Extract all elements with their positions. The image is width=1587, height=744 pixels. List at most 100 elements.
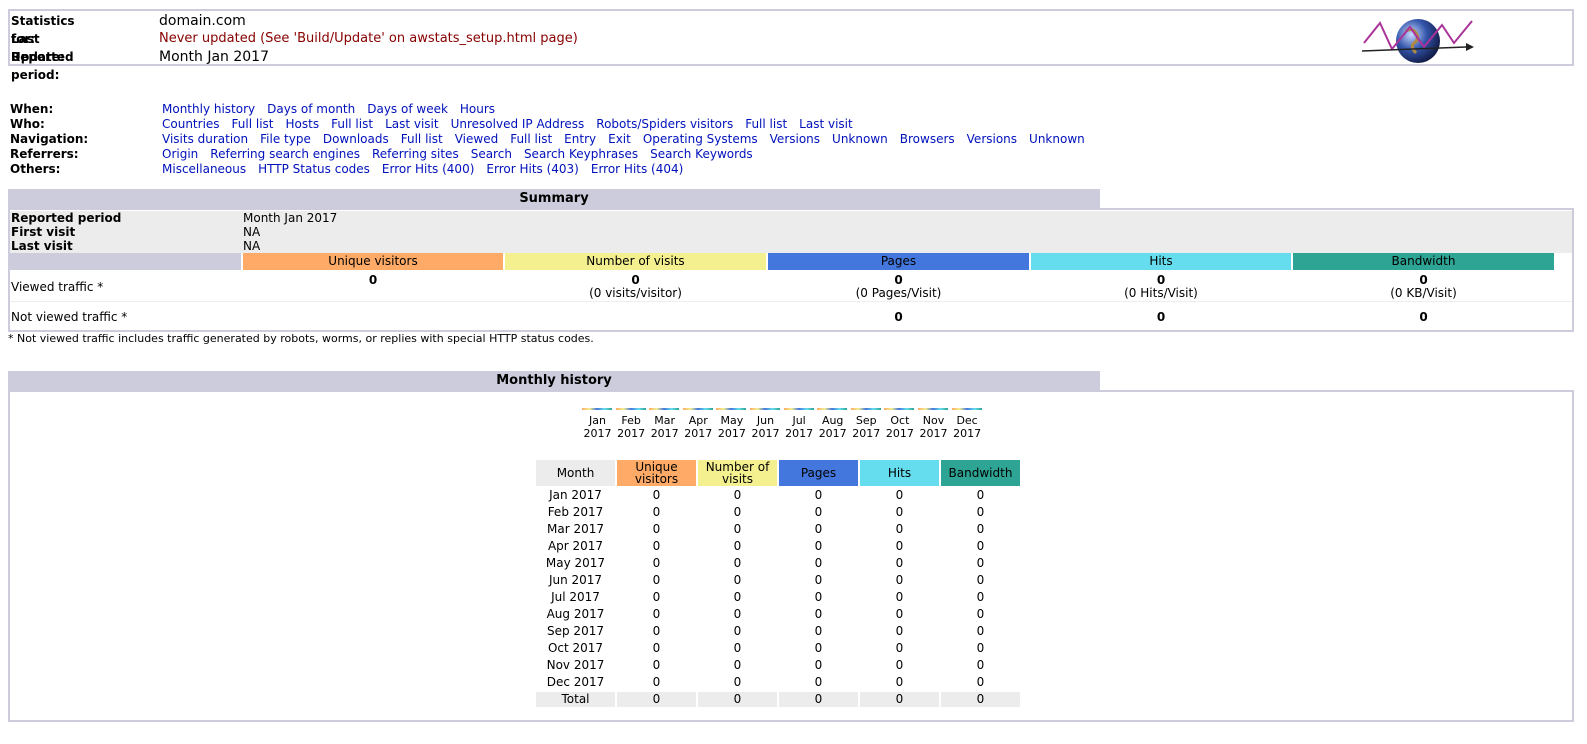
nav-link-who-hosts[interactable]: Hosts — [285, 117, 320, 131]
value-cell: 0 — [733, 607, 742, 621]
nav-link-who-last-visit[interactable]: Last visit — [385, 117, 439, 131]
awstats-globe-logo-icon[interactable] — [1362, 17, 1474, 65]
value-cell: 0 — [733, 488, 742, 502]
nav-link-others-miscellaneous[interactable]: Miscellaneous — [162, 162, 247, 176]
value-cell: 0 — [652, 607, 661, 621]
chart-year-label: 2017 — [751, 427, 780, 440]
value-cell: 0 — [652, 641, 661, 655]
nav-link-navigation-operating-systems[interactable]: Operating Systems — [642, 132, 758, 146]
stats-for-label: Statistics for: — [11, 14, 75, 46]
summary-box: Reported period Month Jan 2017 First vis… — [8, 208, 1574, 332]
value-cell: 0 — [733, 573, 742, 587]
nav-link-navigation-exit[interactable]: Exit — [608, 132, 631, 146]
value-cell: 0 — [895, 488, 904, 502]
value-cell: 0 — [895, 505, 904, 519]
summary-header-row: Unique visitors Number of visits Pages H… — [10, 253, 1572, 270]
value-cell: 0 — [895, 607, 904, 621]
value-cell: 0 — [814, 624, 823, 638]
chart-month-mar: Mar 2017 — [648, 408, 681, 440]
monthly-history-box: Jan 2017 Feb 2017 Mar 2017 Apr 2017 May 2017 Jun 20… — [8, 390, 1574, 722]
nav-link-when-hours[interactable]: Hours — [459, 102, 496, 116]
value-cell: 0 — [733, 624, 742, 638]
chart-month-label: Aug — [821, 414, 844, 427]
nav-link-referrers-search-keywords[interactable]: Search Keywords — [650, 147, 753, 161]
nav-link-others-error-hits-403[interactable]: Error Hits (403) — [486, 162, 579, 176]
value-cell: 0 — [895, 641, 904, 655]
nav-referrers-label: Referrers: — [10, 147, 79, 161]
nav-link-referrers-search-keyphrases[interactable]: Search Keyphrases — [523, 147, 639, 161]
nav-link-who-robots-spiders-visitors[interactable]: Robots/Spiders visitors — [596, 117, 734, 131]
chart-bar — [817, 408, 848, 410]
nav-link-navigation-unknown[interactable]: Unknown — [832, 132, 888, 146]
stats-header-box: Statistics for: domain.com Last Update: … — [8, 9, 1574, 82]
nav-link-who-countries[interactable]: Countries — [162, 117, 220, 131]
nav-link-who-unresolved-ip-address[interactable]: Unresolved IP Address — [450, 117, 585, 131]
summary-header-blank — [10, 253, 241, 270]
chart-month-jul: Jul 2017 — [783, 408, 816, 440]
viewed-bandwidth-sub: (0 KB/Visit) — [1390, 286, 1457, 300]
nav-link-navigation-versions[interactable]: Versions — [769, 132, 821, 146]
nav-link-who-full-list[interactable]: Full list — [331, 117, 374, 131]
nav-link-navigation-browsers[interactable]: Browsers — [899, 132, 955, 146]
viewed-unique-visitors: 0 — [368, 273, 378, 287]
chart-month-label: Sep — [855, 414, 877, 427]
chart-year-label: 2017 — [617, 427, 646, 440]
total-value: 0 — [698, 692, 777, 707]
nav-link-navigation-downloads[interactable]: Downloads — [322, 132, 389, 146]
month-cell: Mar 2017 — [547, 522, 604, 536]
value-cell: 0 — [814, 658, 823, 672]
month-cell: Jul 2017 — [551, 590, 600, 604]
month-cell: Feb 2017 — [547, 505, 604, 519]
nav-link-referrers-referring-sites[interactable]: Referring sites — [371, 147, 459, 161]
nav-link-others-http-status-codes[interactable]: HTTP Status codes — [258, 162, 370, 176]
nav-link-navigation-full-list[interactable]: Full list — [510, 132, 553, 146]
value-cell: 0 — [652, 624, 661, 638]
chart-year-label: 2017 — [650, 427, 679, 440]
chart-bar — [716, 408, 747, 410]
value-cell: 0 — [976, 607, 985, 621]
value-cell: 0 — [976, 522, 985, 536]
nav-link-navigation-versions[interactable]: Versions — [966, 132, 1018, 146]
chart-month-label: Jun — [756, 414, 775, 427]
month-cell: Oct 2017 — [547, 641, 604, 655]
chart-year-label: 2017 — [684, 427, 713, 440]
nav-link-who-full-list[interactable]: Full list — [231, 117, 274, 131]
nav-link-others-error-hits-400[interactable]: Error Hits (400) — [381, 162, 475, 176]
table-row: Apr 2017 0 0 0 0 0 — [536, 539, 1020, 554]
nav-link-navigation-full-list[interactable]: Full list — [400, 132, 443, 146]
nav-link-referrers-origin[interactable]: Origin — [162, 147, 199, 161]
nav-link-when-monthly-history[interactable]: Monthly history — [162, 102, 256, 116]
nav-link-others-error-hits-404[interactable]: Error Hits (404) — [590, 162, 684, 176]
value-cell: 0 — [976, 488, 985, 502]
viewed-hits-cell: 0 (0 Hits/Visit) — [1031, 274, 1291, 300]
value-cell: 0 — [976, 658, 985, 672]
value-cell: 0 — [733, 590, 742, 604]
nav-link-navigation-file-type[interactable]: File type — [260, 132, 311, 146]
nav-link-navigation-viewed[interactable]: Viewed — [454, 132, 499, 146]
chart-month-label: Feb — [621, 414, 641, 427]
viewed-visits-cell: 0 (0 visits/visitor) — [505, 274, 766, 300]
nav-link-navigation-entry[interactable]: Entry — [564, 132, 597, 146]
reported-period-value: Month Jan 2017 — [159, 49, 269, 65]
nav-link-when-days-of-month[interactable]: Days of month — [267, 102, 356, 116]
value-cell: 0 — [652, 505, 661, 519]
table-row: Dec 2017 0 0 0 0 0 — [536, 675, 1020, 690]
nav-link-who-full-list[interactable]: Full list — [745, 117, 788, 131]
nav-link-referrers-search[interactable]: Search — [470, 147, 512, 161]
not-viewed-hits: 0 — [1156, 310, 1166, 324]
nav-link-referrers-referring-search-engines[interactable]: Referring search engines — [210, 147, 360, 161]
viewed-pages: 0 — [894, 273, 903, 287]
nav-link-when-days-of-week[interactable]: Days of week — [367, 102, 448, 116]
nav-link-navigation-unknown[interactable]: Unknown — [1029, 132, 1085, 146]
chart-year-label: 2017 — [919, 427, 948, 440]
value-cell: 0 — [976, 505, 985, 519]
value-cell: 0 — [895, 675, 904, 689]
nav-link-who-last-visit[interactable]: Last visit — [799, 117, 853, 131]
month-cell: Jan 2017 — [549, 488, 602, 502]
value-cell: 0 — [652, 556, 661, 570]
chart-month-dec: Dec 2017 — [951, 408, 984, 440]
nav-link-navigation-visits-duration[interactable]: Visits duration — [162, 132, 249, 146]
chart-year-label: 2017 — [953, 427, 982, 440]
chart-month-nov: Nov 2017 — [917, 408, 950, 440]
month-cell: Aug 2017 — [546, 607, 605, 621]
